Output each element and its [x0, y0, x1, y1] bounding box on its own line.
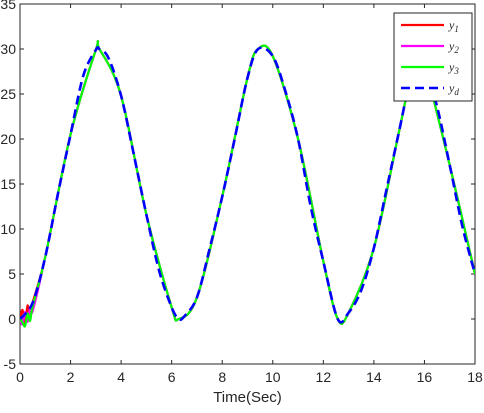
- y-tick-label: 20: [0, 131, 16, 147]
- legend-label-subscript: 1: [454, 24, 459, 34]
- x-tick-label: 18: [467, 369, 483, 385]
- x-tick-label: 14: [366, 369, 382, 385]
- legend-label-y1: y1: [448, 18, 459, 34]
- legend-label-base: y: [448, 18, 455, 32]
- x-tick-label: 0: [16, 369, 24, 385]
- y-tick-label: 35: [0, 0, 16, 12]
- legend-label-base: y: [448, 39, 455, 53]
- legend-label-yd: yd: [448, 81, 459, 97]
- y-tick-label: 15: [0, 176, 16, 192]
- x-tick-label: 16: [417, 369, 433, 385]
- legend-label-y3: y3: [448, 60, 459, 76]
- x-axis-label: Time(Sec): [213, 389, 282, 406]
- legend-box: [393, 12, 473, 102]
- y-tick-label: 5: [8, 266, 16, 282]
- plot-lines: [20, 40, 475, 328]
- legend-label-base: y: [448, 81, 455, 95]
- series-line-yd: [20, 44, 475, 324]
- legend-label-subscript: 3: [453, 66, 459, 76]
- legend-label-subscript: d: [454, 87, 459, 97]
- x-tick-label: 4: [117, 369, 125, 385]
- y-tick-label: 30: [0, 41, 16, 57]
- x-tick-label: 6: [168, 369, 176, 385]
- y-tick-label: 25: [0, 86, 16, 102]
- y-tick-label: 10: [0, 221, 16, 237]
- legend-label-subscript: 2: [454, 45, 459, 55]
- x-tick-label: 8: [218, 369, 226, 385]
- x-tick-label: 10: [265, 369, 281, 385]
- y-tick-label: 0: [8, 311, 16, 327]
- y-tick-label: -5: [4, 356, 17, 372]
- legend-label-base: y: [448, 60, 455, 74]
- x-tick-label: 2: [67, 369, 75, 385]
- legend-label-y2: y2: [448, 39, 459, 55]
- x-tick-label: 12: [316, 369, 332, 385]
